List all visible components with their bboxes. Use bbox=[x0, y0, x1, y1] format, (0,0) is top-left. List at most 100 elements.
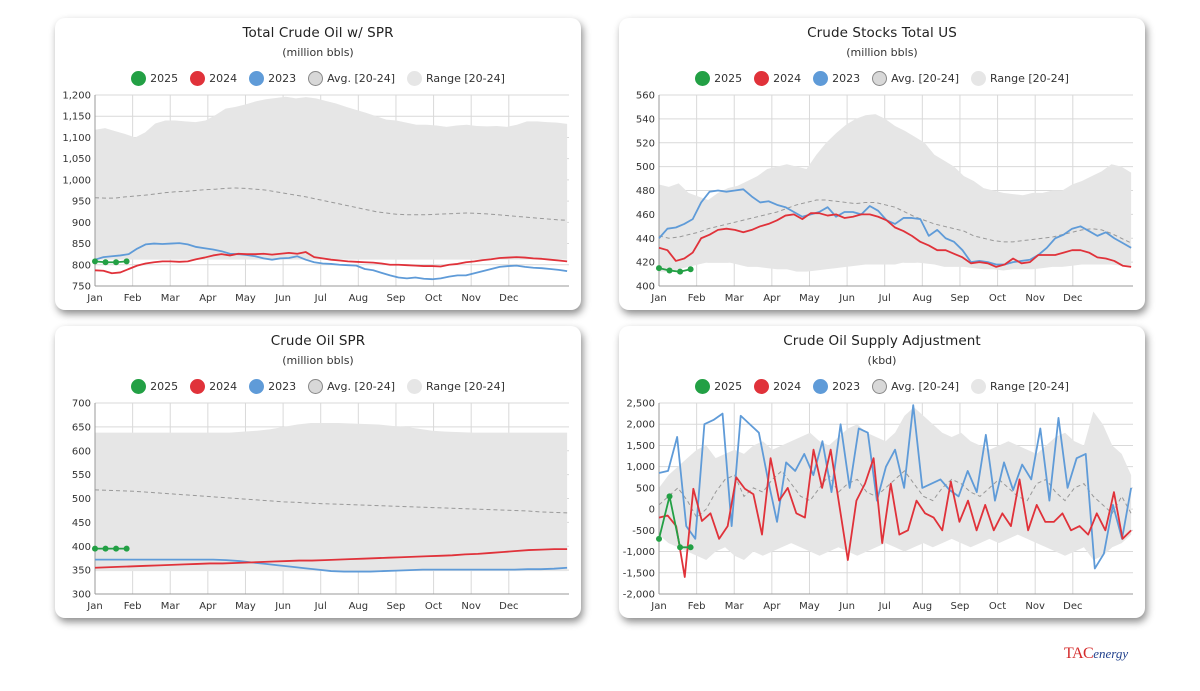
y-tick-label: 550 bbox=[72, 470, 91, 481]
data-point-2025[interactable] bbox=[687, 544, 694, 551]
chart-plot: 750 800 850 900 950 1,000 1,050 1,100 1,150 1,200… bbox=[62, 91, 569, 304]
data-point-2025[interactable] bbox=[113, 545, 120, 552]
legend-item-avg-20-24[interactable]: Avg. [20-24] bbox=[872, 378, 959, 394]
y-tick-label: 900 bbox=[72, 218, 91, 229]
legend-label: 2024 bbox=[209, 71, 238, 85]
legend-swatch bbox=[249, 378, 265, 394]
x-tick-label: Sep bbox=[951, 601, 970, 612]
x-tick-label: Nov bbox=[1025, 293, 1045, 304]
x-tick-label: Mar bbox=[161, 293, 181, 304]
legend-item-2024[interactable]: 2024 bbox=[754, 378, 801, 394]
legend-item-avg-20-24[interactable]: Avg. [20-24] bbox=[872, 70, 959, 86]
chart-title: Total Crude Oil w/ SPR bbox=[242, 25, 394, 41]
y-tick-label: -1,500 bbox=[623, 568, 655, 579]
legend-item-2023[interactable]: 2023 bbox=[813, 378, 861, 394]
x-tick-label: Jan bbox=[650, 293, 666, 304]
legend-item-2025[interactable]: 2025 bbox=[695, 378, 743, 394]
legend-swatch bbox=[971, 378, 986, 394]
x-tick-label: Aug bbox=[913, 601, 933, 612]
chart-card-crude-stocks: 400 420 440 460 480 500 520 540 560 Jan Feb Mar Apr M… bbox=[619, 18, 1145, 310]
x-tick-label: Jun bbox=[274, 601, 291, 612]
legend-item-avg-20-24[interactable]: Avg. [20-24] bbox=[308, 70, 395, 86]
legend-item-2024[interactable]: 2024 bbox=[190, 378, 237, 394]
chart-card-crude-spr: 300 350 400 450 500 550 600 650 700 Jan Feb Mar Apr M… bbox=[55, 326, 581, 618]
x-tick-label: Jan bbox=[86, 601, 102, 612]
y-tick-label: 0 bbox=[649, 505, 655, 516]
legend-label: 2023 bbox=[268, 71, 297, 85]
y-tick-label: 750 bbox=[72, 282, 91, 293]
chart-legend: 2025 2024 2023 Avg. [20-24] Range [20-24] bbox=[55, 377, 581, 395]
legend-item-2023[interactable]: 2023 bbox=[249, 70, 297, 86]
legend-item-2025[interactable]: 2025 bbox=[131, 378, 178, 394]
x-tick-label: Aug bbox=[349, 293, 369, 304]
x-tick-label: Mar bbox=[725, 293, 745, 304]
x-tick-label: Dec bbox=[499, 601, 518, 612]
y-tick-label: 1,050 bbox=[62, 154, 91, 165]
legend-swatch bbox=[308, 70, 324, 86]
legend-label: Avg. [20-24] bbox=[891, 379, 959, 393]
data-point-2025[interactable] bbox=[687, 266, 694, 273]
data-point-2025[interactable] bbox=[92, 545, 98, 552]
data-point-2025[interactable] bbox=[666, 267, 673, 274]
legend-swatch bbox=[813, 378, 829, 394]
series-line-2024 bbox=[94, 251, 568, 275]
legend-swatch bbox=[308, 378, 324, 394]
legend-item-2023[interactable]: 2023 bbox=[813, 70, 860, 86]
y-tick-label: 950 bbox=[72, 197, 91, 208]
legend-item-range-20-24[interactable]: Range [20-24] bbox=[407, 378, 505, 394]
legend-item-2025[interactable]: 2025 bbox=[695, 70, 742, 86]
y-tick-label: 300 bbox=[72, 590, 91, 601]
series-line-2025 bbox=[658, 495, 691, 549]
x-tick-label: May bbox=[799, 293, 820, 304]
legend-item-range-20-24[interactable]: Range [20-24] bbox=[407, 70, 505, 86]
data-point-2025[interactable] bbox=[92, 258, 98, 265]
chart-plot: 400 420 440 460 480 500 520 540 560 Jan Feb Mar Apr M… bbox=[636, 91, 1133, 304]
legend-item-2025[interactable]: 2025 bbox=[131, 70, 178, 86]
chart-subtitle: (million bbls) bbox=[282, 354, 354, 367]
data-point-2025[interactable] bbox=[677, 544, 684, 551]
chart-legend: 2025 2024 2023 Avg. [20-24] Range [20-24] bbox=[619, 69, 1145, 87]
legend-item-2024[interactable]: 2024 bbox=[190, 70, 238, 86]
legend-label: 2023 bbox=[832, 379, 861, 393]
y-tick-label: 420 bbox=[636, 258, 655, 269]
chart-card-supply-adjustment: -2,000 -1,500 -1,000 -500 0 500 1,000 1,500 2,00… bbox=[619, 326, 1145, 618]
legend-label: Range [20-24] bbox=[990, 71, 1069, 85]
data-point-2025[interactable] bbox=[123, 258, 130, 265]
y-tick-label: 2,500 bbox=[626, 399, 655, 410]
data-point-2025[interactable] bbox=[666, 493, 673, 500]
range-band bbox=[95, 96, 568, 260]
data-point-2025[interactable] bbox=[113, 259, 120, 266]
legend-item-2023[interactable]: 2023 bbox=[249, 378, 296, 394]
x-tick-label: Apr bbox=[199, 293, 217, 304]
x-tick-label: Apr bbox=[763, 601, 781, 612]
legend-item-range-20-24[interactable]: Range [20-24] bbox=[971, 378, 1069, 394]
legend-item-2024[interactable]: 2024 bbox=[754, 70, 801, 86]
x-tick-label: May bbox=[235, 601, 256, 612]
legend-label: 2025 bbox=[714, 379, 743, 393]
legend-label: Avg. [20-24] bbox=[891, 71, 959, 85]
x-tick-label: Jan bbox=[650, 601, 666, 612]
data-point-2025[interactable] bbox=[656, 265, 662, 272]
data-point-2025[interactable] bbox=[102, 259, 109, 266]
chart-subtitle: (million bbls) bbox=[282, 46, 354, 59]
x-tick-label: Jul bbox=[314, 293, 327, 304]
x-tick-label: Feb bbox=[688, 293, 706, 304]
tac-energy-logo: TACenergy bbox=[1064, 645, 1128, 663]
series-line-2023 bbox=[95, 558, 568, 573]
data-point-2025[interactable] bbox=[677, 268, 684, 275]
x-tick-label: Jun bbox=[838, 601, 855, 612]
legend-swatch bbox=[131, 70, 147, 86]
y-tick-label: 1,000 bbox=[626, 462, 655, 473]
y-tick-label: 560 bbox=[636, 91, 655, 102]
series-line-2025 bbox=[94, 260, 127, 264]
legend-swatch bbox=[190, 70, 206, 86]
data-point-2025[interactable] bbox=[102, 545, 109, 552]
legend-item-range-20-24[interactable]: Range [20-24] bbox=[971, 70, 1069, 86]
x-tick-label: Nov bbox=[1025, 601, 1045, 612]
legend-label: Range [20-24] bbox=[426, 71, 505, 85]
y-tick-label: 1,100 bbox=[62, 133, 91, 144]
data-point-2025[interactable] bbox=[123, 545, 130, 552]
legend-item-avg-20-24[interactable]: Avg. [20-24] bbox=[308, 378, 395, 394]
data-point-2025[interactable] bbox=[656, 535, 662, 542]
y-tick-label: 850 bbox=[72, 239, 91, 250]
